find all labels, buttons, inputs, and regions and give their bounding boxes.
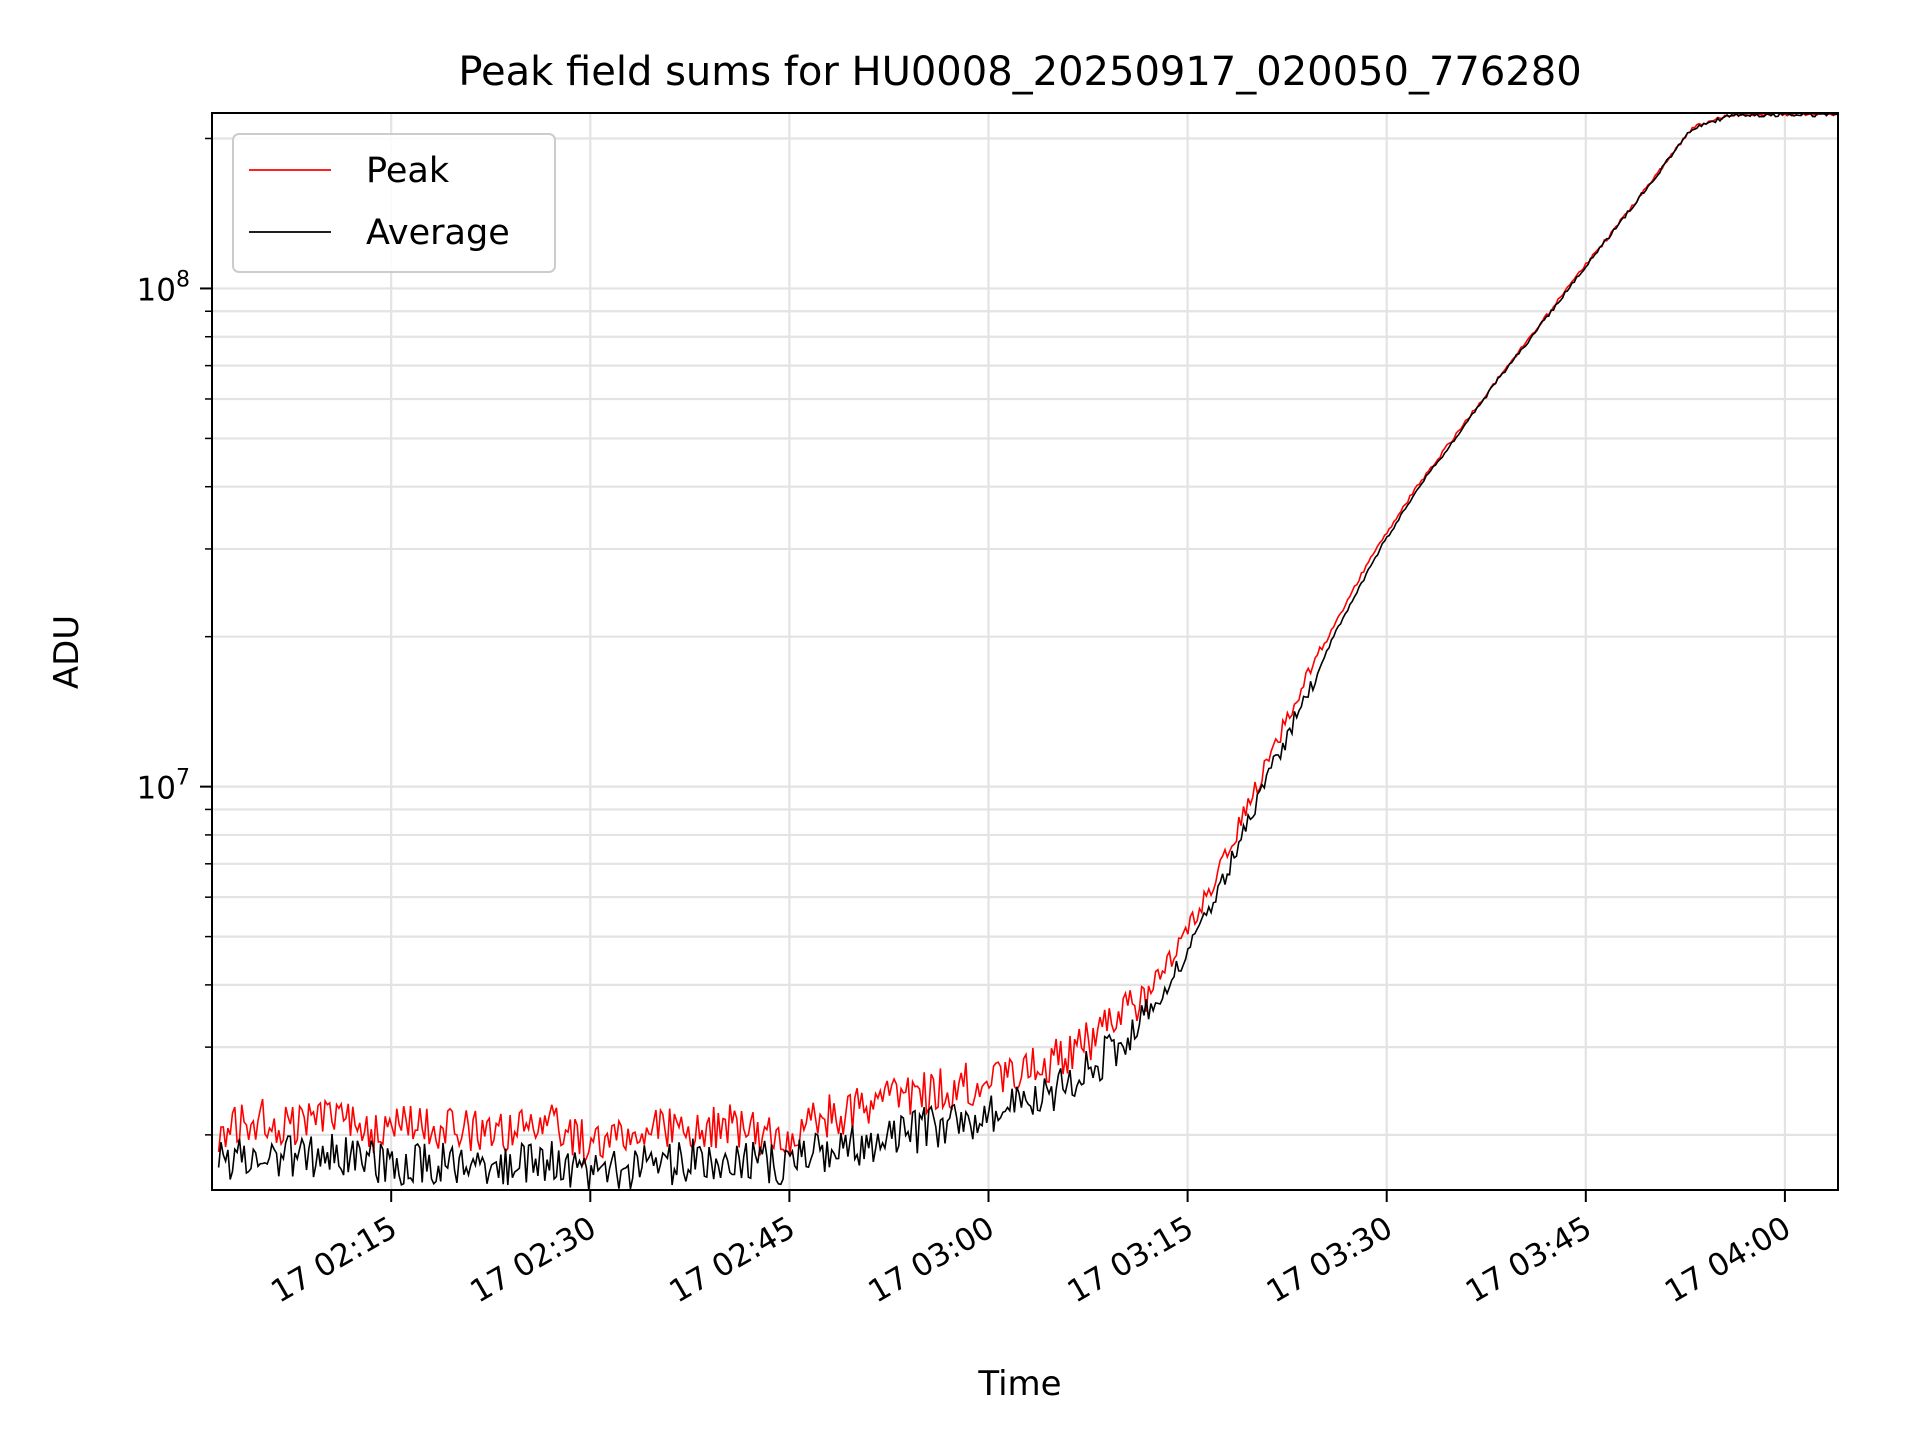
y-tick-exponent: 7 bbox=[176, 766, 190, 791]
y-tick-exponent: 8 bbox=[176, 267, 190, 292]
x-tick-label: 17 02:15 bbox=[265, 1210, 403, 1310]
chart-title: Peak field sums for HU0008_20250917_0200… bbox=[458, 49, 1581, 95]
y-tick-label: 108 bbox=[137, 267, 190, 308]
y-tick-base: 10 bbox=[137, 771, 176, 807]
x-tick-label: 17 03:00 bbox=[862, 1210, 1000, 1310]
legend-label: Average bbox=[366, 213, 510, 253]
legend-label: Peak bbox=[366, 151, 450, 191]
legend: Peak Average bbox=[232, 133, 556, 273]
plot-frame bbox=[211, 112, 1839, 1191]
x-tick-label: 17 03:30 bbox=[1261, 1210, 1399, 1310]
plot-area bbox=[217, 113, 1838, 1190]
y-tick-label: 107 bbox=[137, 766, 190, 807]
grid-lines bbox=[212, 113, 1838, 1190]
series-line-peak bbox=[217, 113, 1838, 1166]
x-tick-label: 17 03:45 bbox=[1460, 1210, 1598, 1310]
x-tick-label: 17 04:00 bbox=[1659, 1210, 1797, 1310]
y-axis-label: ADU bbox=[47, 615, 87, 689]
legend-box bbox=[232, 133, 556, 273]
x-tick-label: 17 02:30 bbox=[464, 1210, 602, 1310]
x-axis-label: Time bbox=[977, 1364, 1061, 1404]
x-tick-label: 17 02:45 bbox=[663, 1210, 801, 1310]
y-tick-base: 10 bbox=[137, 272, 176, 308]
x-tick-label: 17 03:15 bbox=[1062, 1210, 1200, 1310]
series-line-average bbox=[217, 113, 1838, 1190]
